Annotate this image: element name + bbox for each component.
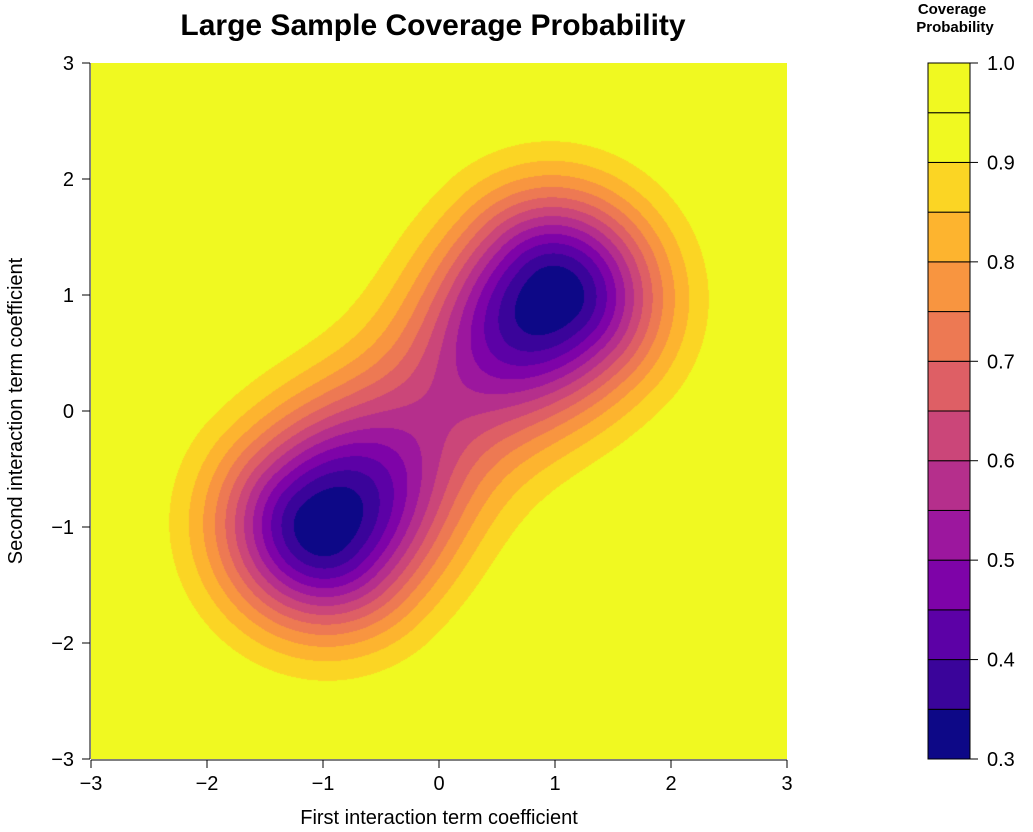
y-tick-label: −1 xyxy=(51,517,74,539)
colorbar-band xyxy=(927,161,971,213)
x-tick-label: −2 xyxy=(196,773,219,795)
colorbar-tick-label: 0.5 xyxy=(987,550,1015,572)
x-tick-label: 3 xyxy=(781,773,792,795)
colorbar-band xyxy=(927,112,971,163)
colorbar-band xyxy=(927,609,971,661)
y-axis-label: Second interaction term coefficient xyxy=(5,257,27,564)
y-tick-label: 1 xyxy=(63,285,74,307)
contour-surface xyxy=(91,63,787,759)
y-axis: −3 −2 −1 0 1 2 3 xyxy=(51,53,91,771)
colorbar-tick-label: 1.0 xyxy=(987,53,1015,75)
x-tick-label: −1 xyxy=(312,773,335,795)
colorbar-ticks: 0.3 0.4 0.5 0.6 0.7 0.8 0.9 1.0 xyxy=(970,53,1015,771)
y-tick-label: −3 xyxy=(51,749,74,771)
colorbar-band xyxy=(927,62,971,114)
x-axis-label: First interaction term coefficient xyxy=(300,807,578,829)
colorbar-band xyxy=(927,410,971,462)
colorbar-tick-label: 0.7 xyxy=(987,351,1015,373)
plot-area xyxy=(91,63,787,759)
colorbar-band xyxy=(927,708,971,760)
colorbar-band xyxy=(927,311,971,362)
x-tick-label: −3 xyxy=(80,773,103,795)
x-tick-label: 2 xyxy=(665,773,676,795)
x-tick-label: 0 xyxy=(433,773,444,795)
colorbar-tick-label: 0.4 xyxy=(987,650,1015,672)
colorbar-band xyxy=(927,261,971,313)
colorbar-title-line2: Probability xyxy=(916,19,994,36)
y-tick-label: 3 xyxy=(63,53,74,75)
colorbar-band xyxy=(927,659,971,710)
colorbar-tick-label: 0.9 xyxy=(987,152,1015,174)
y-tick-label: 0 xyxy=(63,401,74,423)
x-tick-label: 1 xyxy=(549,773,560,795)
colorbar-frame xyxy=(927,62,971,760)
colorbar-band xyxy=(927,460,971,511)
x-axis: −3 −2 −1 0 1 2 3 xyxy=(80,759,793,795)
chart-title: Large Sample Coverage Probability xyxy=(180,9,685,42)
y-tick-label: −2 xyxy=(51,633,74,655)
colorbar-band xyxy=(927,509,971,561)
colorbar-tick-label: 0.6 xyxy=(987,451,1015,473)
colorbar-band xyxy=(927,559,971,611)
y-tick-label: 2 xyxy=(63,169,74,191)
colorbar-title-line1: Coverage xyxy=(918,1,986,18)
colorbar-tick-label: 0.3 xyxy=(987,749,1015,771)
colorbar-band xyxy=(927,211,971,263)
colorbar-legend: Coverage Probability 0.30.40.50.60.70.80… xyxy=(916,1,1015,771)
colorbar-band xyxy=(927,360,971,412)
colorbar-bands xyxy=(927,62,971,760)
colorbar-tick-label: 0.8 xyxy=(987,252,1015,274)
